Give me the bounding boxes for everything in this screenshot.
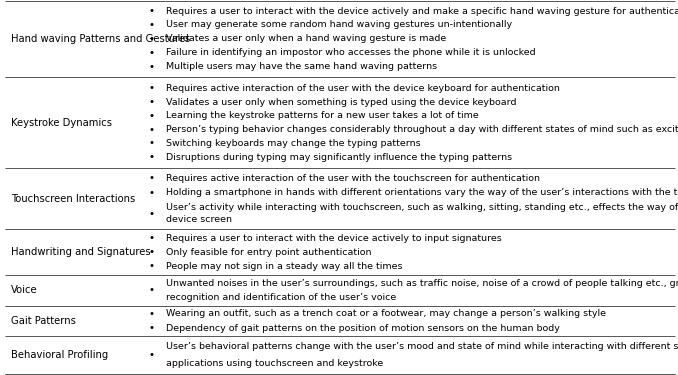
Text: Requires a user to interact with the device actively and make a specific hand wa: Requires a user to interact with the dev…: [166, 7, 678, 16]
Text: User’s behavioral patterns change with the user’s mood and state of mind while i: User’s behavioral patterns change with t…: [166, 342, 678, 351]
Text: Switching keyboards may change the typing patterns: Switching keyboards may change the typin…: [166, 139, 421, 148]
Text: Unwanted noises in the user’s surroundings, such as traffic noise, noise of a cr: Unwanted noises in the user’s surroundin…: [166, 279, 678, 288]
Text: Failure in identifying an impostor who accesses the phone while it is unlocked: Failure in identifying an impostor who a…: [166, 48, 536, 57]
Text: •: •: [148, 188, 154, 198]
Text: Requires active interaction of the user with the touchscreen for authentication: Requires active interaction of the user …: [166, 174, 540, 183]
Text: Requires a user to interact with the device actively to input signatures: Requires a user to interact with the dev…: [166, 234, 502, 243]
Text: •: •: [148, 20, 154, 30]
Text: User may generate some random hand waving gestures un-intentionally: User may generate some random hand wavin…: [166, 21, 513, 30]
Text: Requires active interaction of the user with the device keyboard for authenticat: Requires active interaction of the user …: [166, 84, 560, 93]
Text: •: •: [148, 6, 154, 16]
Text: •: •: [148, 350, 154, 360]
Text: Voice: Voice: [11, 285, 37, 296]
Text: •: •: [148, 48, 154, 58]
Text: •: •: [148, 209, 154, 219]
Text: •: •: [148, 247, 154, 257]
Text: Wearing an outfit, such as a trench coat or a footwear, may change a person’s wa: Wearing an outfit, such as a trench coat…: [166, 309, 606, 318]
Text: applications using touchscreen and keystroke: applications using touchscreen and keyst…: [166, 359, 383, 368]
Text: Dependency of gait patterns on the position of motion sensors on the human body: Dependency of gait patterns on the posit…: [166, 324, 560, 333]
Text: Keystroke Dynamics: Keystroke Dynamics: [11, 118, 112, 128]
Text: •: •: [148, 261, 154, 272]
Text: Touchscreen Interactions: Touchscreen Interactions: [11, 194, 135, 204]
Text: User’s activity while interacting with touchscreen, such as walking, sitting, st: User’s activity while interacting with t…: [166, 203, 678, 212]
Text: Validates a user only when something is typed using the device keyboard: Validates a user only when something is …: [166, 98, 517, 106]
Text: •: •: [148, 124, 154, 135]
Text: •: •: [148, 34, 154, 44]
Text: •: •: [148, 309, 154, 319]
Text: Person’s typing behavior changes considerably throughout a day with different st: Person’s typing behavior changes conside…: [166, 125, 678, 134]
Text: Validates a user only when a hand waving gesture is made: Validates a user only when a hand waving…: [166, 34, 446, 44]
Text: •: •: [148, 233, 154, 243]
Text: Handwriting and Signatures: Handwriting and Signatures: [11, 247, 151, 257]
Text: Learning the keystroke patterns for a new user takes a lot of time: Learning the keystroke patterns for a ne…: [166, 111, 479, 120]
Text: •: •: [148, 173, 154, 183]
Text: People may not sign in a steady way all the times: People may not sign in a steady way all …: [166, 262, 403, 271]
Text: •: •: [148, 97, 154, 107]
Text: Gait Patterns: Gait Patterns: [11, 316, 76, 326]
Text: recognition and identification of the user’s voice: recognition and identification of the us…: [166, 292, 397, 302]
Text: •: •: [148, 83, 154, 93]
Text: Disruptions during typing may significantly influence the typing patterns: Disruptions during typing may significan…: [166, 153, 513, 162]
Text: •: •: [148, 62, 154, 72]
Text: device screen: device screen: [166, 215, 232, 224]
Text: •: •: [148, 152, 154, 162]
Text: Hand waving Patterns and Gestures: Hand waving Patterns and Gestures: [11, 34, 190, 44]
Text: •: •: [148, 285, 154, 296]
Text: Behavioral Profiling: Behavioral Profiling: [11, 350, 108, 360]
Text: •: •: [148, 138, 154, 148]
Text: Holding a smartphone in hands with different orientations vary the way of the us: Holding a smartphone in hands with diffe…: [166, 188, 678, 197]
Text: Only feasible for entry point authentication: Only feasible for entry point authentica…: [166, 248, 372, 257]
Text: Multiple users may have the same hand waving patterns: Multiple users may have the same hand wa…: [166, 62, 437, 71]
Text: •: •: [148, 111, 154, 121]
Text: •: •: [148, 323, 154, 333]
